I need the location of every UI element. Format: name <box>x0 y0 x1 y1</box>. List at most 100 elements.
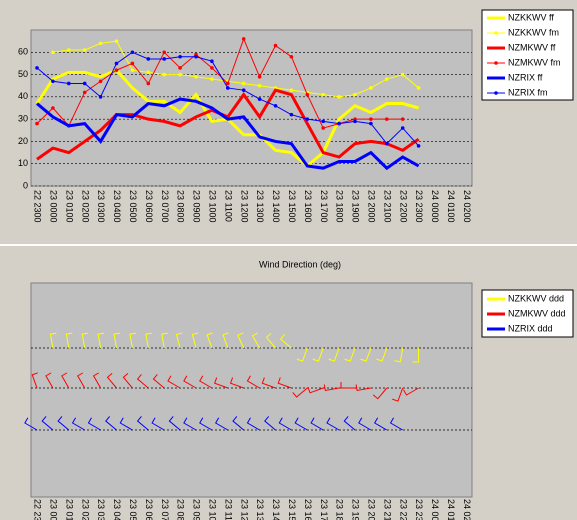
y-tick-label: 30 <box>18 114 28 124</box>
marker <box>369 117 373 121</box>
y-tick-label: 0 <box>23 180 28 190</box>
series-line <box>52 40 419 98</box>
wind-barb <box>246 417 260 431</box>
wind-barb <box>167 375 181 389</box>
x-tick-label: 23 1300 <box>255 190 265 223</box>
marker <box>416 86 421 90</box>
x-tick-label: 23 1200 <box>239 190 249 223</box>
wind-barb <box>222 332 229 349</box>
x-tick-label: 23 1000 <box>208 190 218 223</box>
wind-barb <box>97 332 105 349</box>
marker <box>210 59 214 63</box>
x-tick-label: 23 1000 <box>208 499 218 520</box>
marker <box>67 48 71 52</box>
wind-barb <box>372 387 388 400</box>
x-tick-label: 23 0800 <box>176 499 186 520</box>
x-tick-label: 23 2300 <box>414 190 424 223</box>
chart-title: Wind Direction (deg) <box>259 259 341 269</box>
wind-barb <box>65 332 73 349</box>
wind-barb <box>307 386 324 394</box>
x-tick-label: 23 2200 <box>398 190 408 223</box>
x-tick-label: 23 2300 <box>414 499 424 520</box>
marker <box>35 121 39 126</box>
wind-barb <box>328 347 340 362</box>
wind-barb <box>161 332 168 349</box>
x-tick-label: 23 2200 <box>398 499 408 520</box>
x-tick-label: 23 1700 <box>319 499 329 520</box>
wind-barb <box>412 348 420 363</box>
wind-barb <box>175 332 183 349</box>
y-tick-label: 60 <box>18 47 28 57</box>
wind-barb <box>296 347 308 362</box>
x-tick-label: 22 2300 <box>33 499 43 520</box>
marker <box>416 144 421 148</box>
x-tick-label: 23 0100 <box>64 190 74 223</box>
marker <box>146 81 151 86</box>
x-tick-label: 23 0000 <box>49 499 59 520</box>
wind-barb <box>360 347 372 362</box>
marker <box>226 81 230 86</box>
wind-barb <box>191 332 199 349</box>
wind-barb <box>326 417 340 431</box>
x-tick-label: 23 0500 <box>128 190 138 223</box>
x-tick-label: 23 1700 <box>319 190 329 223</box>
x-tick-label: 23 1600 <box>303 499 313 520</box>
legend-label: NZRIX fm <box>508 87 548 97</box>
wind-barb <box>136 374 149 389</box>
marker <box>146 57 151 61</box>
wind-barb <box>292 387 308 398</box>
legend-label: NZKKWV ddd <box>508 293 564 303</box>
x-tick-label: 23 1800 <box>335 499 345 520</box>
marker <box>226 86 230 90</box>
wind-barb <box>237 332 245 349</box>
marker <box>241 88 246 92</box>
x-tick-label: 23 1600 <box>303 190 313 223</box>
legend-label: NZMKWV ddd <box>508 308 566 318</box>
x-tick-label: 23 1500 <box>287 190 297 223</box>
wind-barb <box>392 387 404 402</box>
marker <box>98 41 103 46</box>
marker <box>146 70 151 75</box>
wind-barb <box>31 372 39 389</box>
wind-barb <box>344 347 356 362</box>
legend-label: NZMKWV ff <box>508 42 556 52</box>
marker <box>162 57 166 61</box>
marker <box>67 81 71 86</box>
x-tick-label: 24 0000 <box>430 190 440 223</box>
x-tick-label: 24 0200 <box>462 190 472 223</box>
wind-barb <box>136 416 149 431</box>
x-tick-label: 23 0900 <box>192 499 202 520</box>
wind-barb <box>279 334 292 349</box>
x-tick-label: 24 0100 <box>446 499 456 520</box>
marker <box>241 37 246 41</box>
wind-barb <box>376 347 388 362</box>
wind-barb <box>214 377 228 389</box>
wind-barb <box>355 384 371 392</box>
x-tick-label: 23 0400 <box>112 499 122 520</box>
x-tick-label: 23 0000 <box>49 190 59 223</box>
wind-barb <box>229 377 244 389</box>
legend-marker <box>494 91 498 95</box>
marker <box>337 95 341 99</box>
marker <box>178 54 182 59</box>
marker <box>130 50 135 55</box>
wind-barb <box>199 375 213 389</box>
y-tick-label: 40 <box>18 91 28 101</box>
marker <box>82 90 87 95</box>
marker <box>305 92 310 97</box>
legend-label: NZKKWV fm <box>508 27 559 37</box>
marker <box>400 117 405 121</box>
x-tick-label: 24 0200 <box>462 499 472 520</box>
wind-barb <box>122 373 133 389</box>
marker <box>98 95 103 99</box>
x-tick-label: 23 0300 <box>96 190 106 223</box>
wind-barb <box>81 332 89 349</box>
wind-barb <box>310 417 324 431</box>
x-tick-label: 23 1900 <box>351 190 361 223</box>
marker <box>400 72 405 77</box>
wind-barb <box>358 417 372 431</box>
x-tick-label: 23 1900 <box>351 499 361 520</box>
marker <box>305 117 310 121</box>
